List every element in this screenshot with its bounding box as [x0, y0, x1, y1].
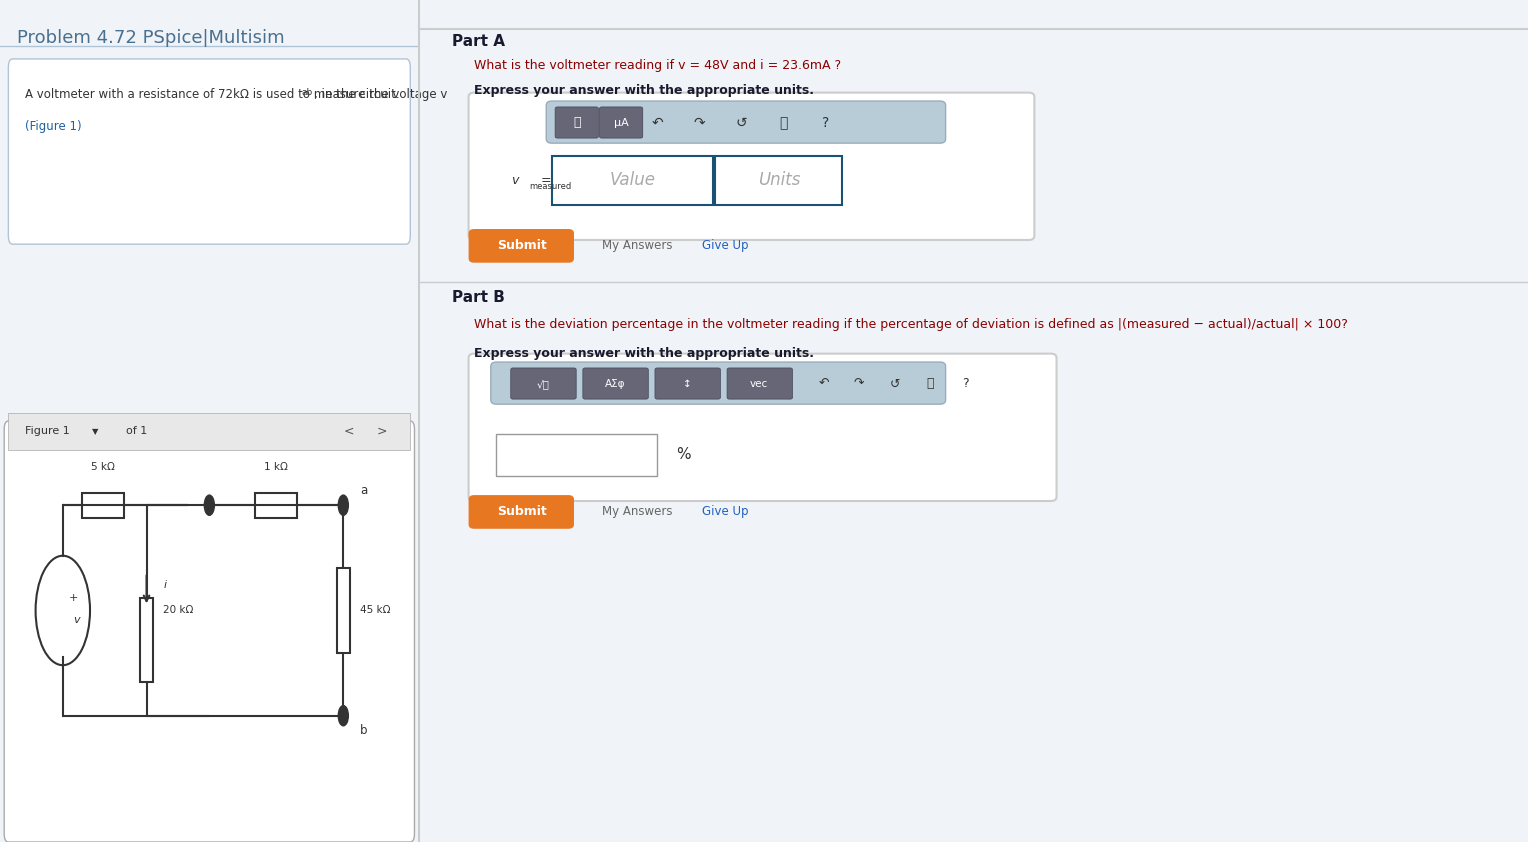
- FancyBboxPatch shape: [490, 362, 946, 404]
- FancyBboxPatch shape: [469, 229, 575, 263]
- Text: >: >: [377, 424, 387, 438]
- FancyBboxPatch shape: [552, 156, 712, 205]
- Text: of 1: of 1: [125, 426, 147, 436]
- Bar: [141, 598, 153, 682]
- Text: Submit: Submit: [497, 239, 547, 253]
- Text: Units: Units: [758, 171, 801, 189]
- FancyBboxPatch shape: [727, 368, 793, 399]
- Bar: [255, 493, 298, 518]
- Text: <: <: [344, 424, 354, 438]
- FancyBboxPatch shape: [469, 495, 575, 529]
- Text: ↶: ↶: [819, 377, 828, 391]
- Circle shape: [338, 495, 348, 515]
- Text: b: b: [361, 724, 368, 737]
- Text: Part B: Part B: [452, 290, 504, 306]
- Text: vec: vec: [750, 379, 769, 389]
- Text: ↷: ↷: [854, 377, 865, 391]
- Text: ▼: ▼: [92, 427, 99, 435]
- FancyBboxPatch shape: [599, 107, 643, 138]
- FancyBboxPatch shape: [497, 434, 657, 476]
- Text: ?: ?: [822, 116, 830, 130]
- Bar: [338, 568, 350, 653]
- Text: Submit: Submit: [497, 505, 547, 519]
- FancyBboxPatch shape: [545, 101, 946, 143]
- Text: ?: ?: [963, 377, 969, 391]
- Text: Problem 4.72 PSpice|Multisim: Problem 4.72 PSpice|Multisim: [17, 29, 284, 47]
- Text: My Answers: My Answers: [602, 505, 672, 519]
- Text: ↕: ↕: [683, 379, 692, 389]
- FancyBboxPatch shape: [5, 421, 414, 842]
- Text: Give Up: Give Up: [701, 239, 749, 253]
- Text: ↺: ↺: [735, 116, 747, 130]
- Text: 5 kΩ: 5 kΩ: [90, 461, 115, 472]
- Text: Part A: Part A: [452, 34, 504, 49]
- Text: measured: measured: [530, 182, 571, 190]
- Text: ⎕: ⎕: [926, 377, 934, 391]
- Text: ab: ab: [301, 88, 313, 98]
- Text: What is the voltmeter reading if v = 48V and i = 23.6mA ?: What is the voltmeter reading if v = 48V…: [474, 59, 842, 72]
- FancyBboxPatch shape: [469, 354, 1056, 501]
- Text: +: +: [69, 593, 78, 603]
- Text: =: =: [538, 173, 552, 187]
- Text: Express your answer with the appropriate units.: Express your answer with the appropriate…: [474, 347, 814, 360]
- Text: My Answers: My Answers: [602, 239, 672, 253]
- Circle shape: [338, 706, 348, 726]
- Text: μA: μA: [614, 118, 630, 128]
- Bar: [8, 413, 411, 450]
- Text: i: i: [163, 580, 167, 590]
- Text: ↶: ↶: [651, 116, 663, 130]
- FancyBboxPatch shape: [8, 59, 411, 244]
- Text: %: %: [675, 447, 691, 462]
- Text: ↺: ↺: [889, 377, 900, 391]
- FancyBboxPatch shape: [555, 107, 599, 138]
- Text: (Figure 1): (Figure 1): [24, 120, 81, 132]
- Text: Give Up: Give Up: [701, 505, 749, 519]
- Text: ⎕: ⎕: [573, 116, 581, 130]
- Text: ↷: ↷: [694, 116, 704, 130]
- Text: What is the deviation percentage in the voltmeter reading if the percentage of d: What is the deviation percentage in the …: [474, 318, 1348, 331]
- Text: v: v: [512, 173, 518, 187]
- FancyBboxPatch shape: [582, 368, 648, 399]
- Text: , in the circuit.: , in the circuit.: [315, 88, 400, 101]
- Text: Figure 1: Figure 1: [24, 426, 70, 436]
- Text: AΣφ: AΣφ: [605, 379, 625, 389]
- Text: 20 kΩ: 20 kΩ: [163, 605, 194, 616]
- Text: v: v: [73, 615, 79, 625]
- Text: √⎕: √⎕: [536, 379, 550, 389]
- FancyBboxPatch shape: [510, 368, 576, 399]
- Text: Express your answer with the appropriate units.: Express your answer with the appropriate…: [474, 84, 814, 97]
- Text: ⎕: ⎕: [779, 116, 788, 130]
- Text: 1 kΩ: 1 kΩ: [264, 461, 289, 472]
- FancyBboxPatch shape: [715, 156, 842, 205]
- Text: a: a: [361, 484, 367, 497]
- Bar: [81, 493, 124, 518]
- Circle shape: [205, 495, 214, 515]
- FancyBboxPatch shape: [469, 93, 1034, 240]
- FancyBboxPatch shape: [656, 368, 720, 399]
- Text: A voltmeter with a resistance of 72kΩ is used to measure the voltage v: A voltmeter with a resistance of 72kΩ is…: [24, 88, 448, 101]
- Text: Value: Value: [610, 171, 656, 189]
- Text: 45 kΩ: 45 kΩ: [361, 605, 391, 616]
